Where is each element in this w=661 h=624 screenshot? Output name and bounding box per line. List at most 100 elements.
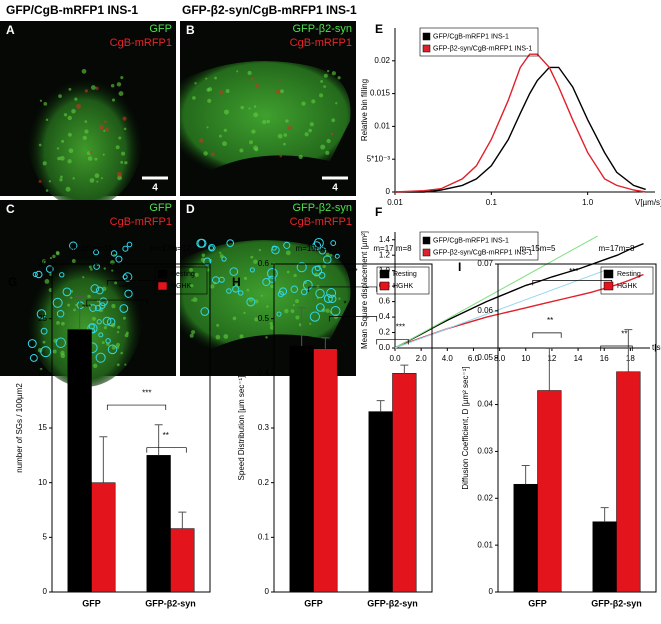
x-tick-label: 8.0 <box>494 354 506 363</box>
granule <box>103 267 106 270</box>
granule <box>253 259 258 264</box>
granule <box>102 153 105 156</box>
granule <box>192 96 196 100</box>
granule <box>111 98 116 102</box>
channel-label: GFP <box>149 202 172 214</box>
y-tick-label: 0.015 <box>370 89 391 98</box>
y-axis-label: Relative bin filling <box>360 79 369 141</box>
micrograph: A GFP CgB-mRFP1 4 <box>0 21 176 208</box>
significance: *** <box>348 267 357 276</box>
error-bar <box>545 347 554 391</box>
granule <box>76 103 81 109</box>
trajectory <box>249 267 255 273</box>
y-tick-label: 0.07 <box>477 259 493 268</box>
granule <box>322 264 326 269</box>
legend-swatch <box>379 269 390 279</box>
channel-label: CgB-mRFP1 <box>110 216 172 228</box>
trajectory <box>246 297 256 307</box>
plot-frame <box>497 263 657 593</box>
granule <box>60 175 63 179</box>
significance-bracket <box>106 404 167 411</box>
granule <box>103 325 108 330</box>
panel-label: H <box>232 275 241 289</box>
trajectory <box>105 338 111 344</box>
y-axis-label: number of SGs / 100µm2 <box>15 383 24 473</box>
y-axis-label: Diffusion Coefficient, D [µm² sec⁻¹] <box>461 366 470 489</box>
bar <box>67 329 92 593</box>
granule <box>42 161 47 166</box>
granule <box>55 250 60 255</box>
significance: *** <box>142 388 151 397</box>
x-tick-label: 0.1 <box>486 198 498 207</box>
granule <box>118 91 124 97</box>
granule <box>253 105 257 108</box>
y-tick-label: 0.05 <box>477 353 493 362</box>
channel-label: GFP <box>149 23 172 35</box>
granule <box>87 294 91 299</box>
granule <box>276 89 281 95</box>
y-tick-label: 0.3 <box>258 423 270 432</box>
panel-label: B <box>186 23 195 37</box>
trajectory <box>328 294 337 304</box>
granule <box>325 150 330 155</box>
granule <box>278 78 281 82</box>
legend-label: Resting <box>171 271 195 278</box>
significance-bracket <box>376 339 409 345</box>
granule <box>71 259 76 263</box>
significance: ** <box>621 329 627 338</box>
granule <box>191 299 194 302</box>
trajectory <box>62 287 72 297</box>
granule <box>250 255 254 259</box>
granule <box>189 267 193 272</box>
granule <box>284 308 289 314</box>
legend-swatch <box>157 269 168 279</box>
granule <box>206 126 209 129</box>
y-tick-label: 0.01 <box>477 540 493 549</box>
trajectory <box>115 255 123 263</box>
bar <box>537 390 562 593</box>
granule <box>308 128 313 133</box>
chart-panel: G 0 5 10 15 20 25 30 number of SGs / 100µm2 GFP GF… <box>8 244 211 608</box>
y-tick-label: 0.2 <box>379 328 391 337</box>
channel-label: CgB-mRFP1 <box>290 37 352 49</box>
panel-label: D <box>186 202 195 216</box>
trajectory <box>95 286 104 295</box>
granule <box>101 341 105 345</box>
granule <box>38 180 42 183</box>
legend-swatch <box>422 32 431 41</box>
granule <box>81 68 87 74</box>
trajectory <box>290 285 299 293</box>
bar <box>392 373 417 593</box>
granule <box>111 303 116 309</box>
legend-label: GFP-β2-syn/CgB-mRFP1 INS-1 <box>433 45 532 52</box>
granule <box>216 323 220 327</box>
granule <box>326 138 331 144</box>
granule <box>270 284 274 289</box>
x-tick-label: 6.0 <box>468 354 480 363</box>
trajectory <box>88 323 95 330</box>
granule <box>304 132 309 137</box>
legend-label: GFP-β2-syn/CgB-mRFP1 INS-1 <box>433 249 532 256</box>
legend-swatch <box>379 281 390 291</box>
granule <box>89 178 95 183</box>
granule <box>330 132 334 136</box>
significance: *** <box>82 303 91 312</box>
trajectory <box>322 255 332 264</box>
granule <box>115 145 120 150</box>
y-axis-label: Mean Square displacement [µm²] <box>360 231 369 349</box>
granule <box>68 132 72 137</box>
significance: *** <box>118 283 127 292</box>
trajectory <box>208 243 216 252</box>
trajectory <box>318 246 327 255</box>
granule <box>90 85 96 90</box>
y-tick-label: 15 <box>38 423 47 432</box>
granule <box>246 288 250 292</box>
granule <box>338 297 341 300</box>
legend-box <box>419 27 539 57</box>
trajectory <box>126 241 133 248</box>
trajectory <box>296 262 307 273</box>
granule <box>325 308 330 313</box>
trajectory <box>45 265 54 273</box>
granule <box>44 279 50 284</box>
